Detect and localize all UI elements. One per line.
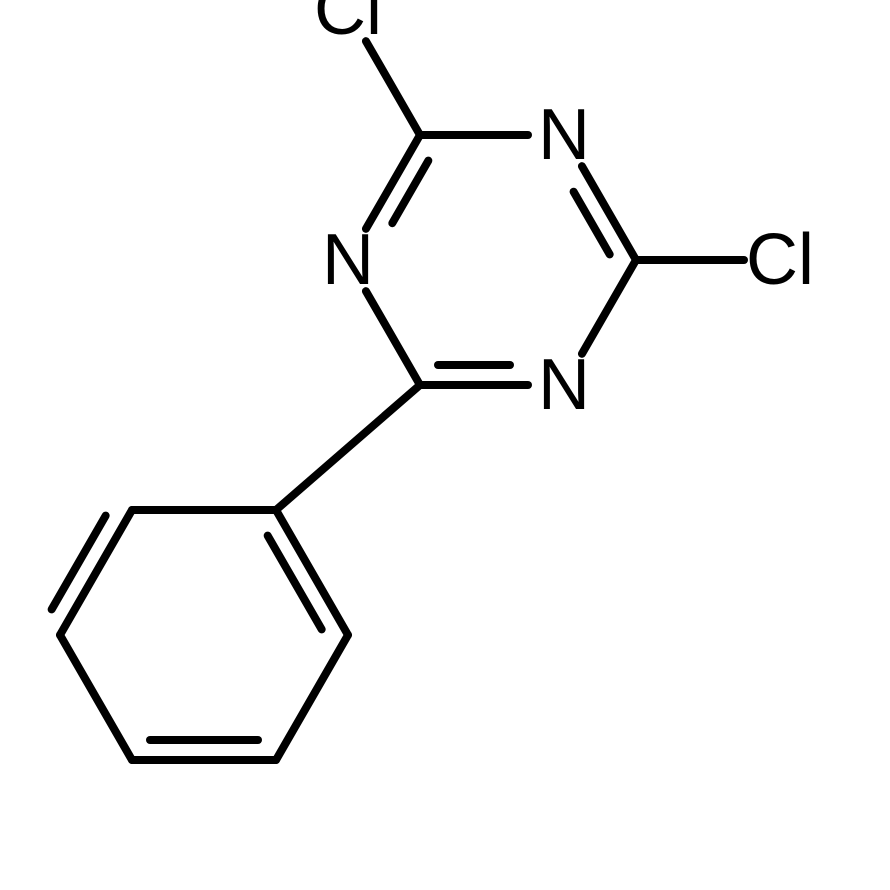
atom-label-n: N [538, 345, 590, 425]
bond-line [60, 635, 132, 760]
atom-label-n: N [538, 95, 590, 175]
atom-label-cl: Cl [746, 220, 814, 300]
bond-line [366, 41, 420, 135]
bond-line [276, 635, 348, 760]
atom-label-n: N [322, 220, 374, 300]
bond-line [366, 291, 420, 385]
bond-line [276, 385, 420, 510]
chemical-structure-diagram: N N N Cl Cl [0, 0, 890, 890]
atom-label-cl: Cl [314, 0, 382, 50]
bond-line [582, 260, 636, 354]
